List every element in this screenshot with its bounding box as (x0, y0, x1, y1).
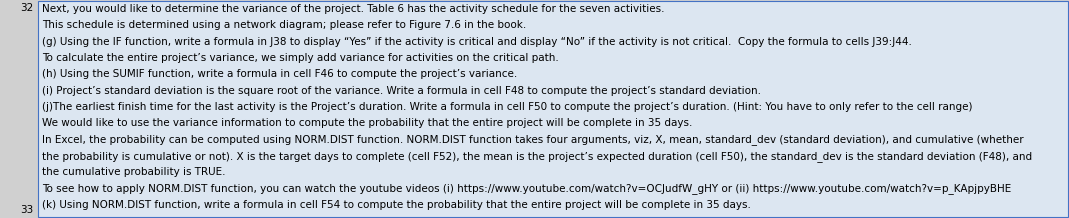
Text: (i) Project’s standard deviation is the square root of the variance. Write a for: (i) Project’s standard deviation is the … (42, 85, 761, 95)
Text: This schedule is determined using a network diagram; please refer to Figure 7.6 : This schedule is determined using a netw… (42, 20, 526, 30)
Text: Next, you would like to determine the variance of the project. Table 6 has the a: Next, you would like to determine the va… (42, 4, 665, 14)
Text: To see how to apply NORM.DIST function, you can watch the youtube videos (i) htt: To see how to apply NORM.DIST function, … (42, 183, 1011, 194)
Text: (k) Using NORM.DIST function, write a formula in cell F54 to compute the probabi: (k) Using NORM.DIST function, write a fo… (42, 200, 750, 210)
Text: (j)The earliest finish time for the last activity is the Project’s duration. Wri: (j)The earliest finish time for the last… (42, 102, 973, 112)
Text: We would like to use the variance information to compute the probability that th: We would like to use the variance inform… (42, 118, 693, 128)
Text: 33: 33 (19, 205, 33, 215)
Text: (g) Using the IF function, write a formula in J38 to display “Yes” if the activi: (g) Using the IF function, write a formu… (42, 37, 912, 47)
Text: the cumulative probability is TRUE.: the cumulative probability is TRUE. (42, 167, 226, 177)
Text: 32: 32 (19, 3, 33, 13)
Text: To calculate the entire project’s variance, we simply add variance for activitie: To calculate the entire project’s varian… (42, 53, 559, 63)
Text: the probability is cumulative or not). X is the target days to complete (cell F5: the probability is cumulative or not). X… (42, 151, 1033, 162)
Text: In Excel, the probability can be computed using NORM.DIST function. NORM.DIST fu: In Excel, the probability can be compute… (42, 135, 1024, 145)
Text: (h) Using the SUMIF function, write a formula in cell F46 to compute the project: (h) Using the SUMIF function, write a fo… (42, 69, 517, 79)
